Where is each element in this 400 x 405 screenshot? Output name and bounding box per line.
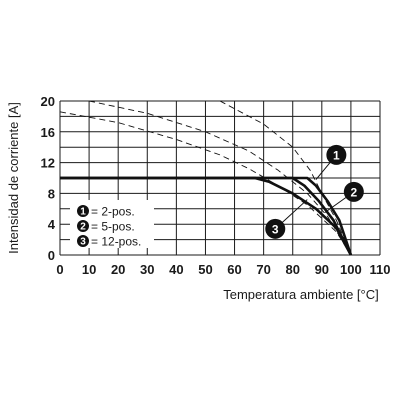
series-layer bbox=[59, 100, 353, 256]
callout-badge-1 bbox=[326, 144, 347, 165]
legend: 1 = 2-pos. 2 = 5-pos. 3 = 12-pos. bbox=[70, 200, 154, 249]
legend-label: = 12-pos. bbox=[91, 235, 141, 249]
y-tick-label: 16 bbox=[41, 125, 55, 140]
x-tick-label: 10 bbox=[82, 262, 96, 277]
x-tick-label: 90 bbox=[315, 262, 329, 277]
legend-label: = 5-pos. bbox=[91, 220, 135, 234]
y-tick-label: 4 bbox=[48, 217, 56, 232]
y-axis-title: Intensidad de corriente [A] bbox=[6, 102, 21, 254]
x-tick-label: 0 bbox=[56, 262, 63, 277]
callout-number-1: 1 bbox=[333, 148, 340, 162]
x-tick-label: 20 bbox=[111, 262, 125, 277]
callout-badge-2 bbox=[343, 181, 364, 202]
callout-number-2: 2 bbox=[350, 185, 357, 199]
y-tick-label: 8 bbox=[48, 186, 55, 201]
callout-number-3: 3 bbox=[272, 222, 279, 236]
x-tick-label: 60 bbox=[227, 262, 241, 277]
x-tick-label: 50 bbox=[198, 262, 212, 277]
x-tick-label: 110 bbox=[370, 262, 391, 277]
legend-marker-number: 2 bbox=[80, 222, 86, 233]
legend-label: = 2-pos. bbox=[91, 205, 135, 219]
x-tick-label: 100 bbox=[340, 262, 362, 277]
legend-marker-1 bbox=[77, 205, 89, 217]
y-tick-label: 0 bbox=[48, 248, 55, 263]
y-tick-label: 12 bbox=[41, 156, 55, 171]
x-tick-label: 30 bbox=[140, 262, 154, 277]
x-axis-title: Temperatura ambiente [°C] bbox=[223, 287, 379, 302]
y-tick-label: 20 bbox=[41, 94, 55, 109]
series-dashed-1 bbox=[219, 100, 352, 256]
callout-badge-3 bbox=[265, 218, 286, 239]
callouts: 1 2 3 bbox=[265, 144, 364, 239]
x-tick-label: 80 bbox=[285, 262, 299, 277]
series-dashed-3 bbox=[59, 111, 352, 256]
legend-marker-2 bbox=[77, 220, 89, 232]
series-dashed-2 bbox=[89, 100, 352, 256]
legend-marker-number: 3 bbox=[80, 237, 86, 248]
legend-marker-3 bbox=[77, 235, 89, 247]
x-tick-label: 40 bbox=[169, 262, 183, 277]
x-tick-label: 70 bbox=[256, 262, 270, 277]
series-solid-3 bbox=[60, 176, 353, 256]
legend-marker-number: 1 bbox=[80, 207, 86, 218]
